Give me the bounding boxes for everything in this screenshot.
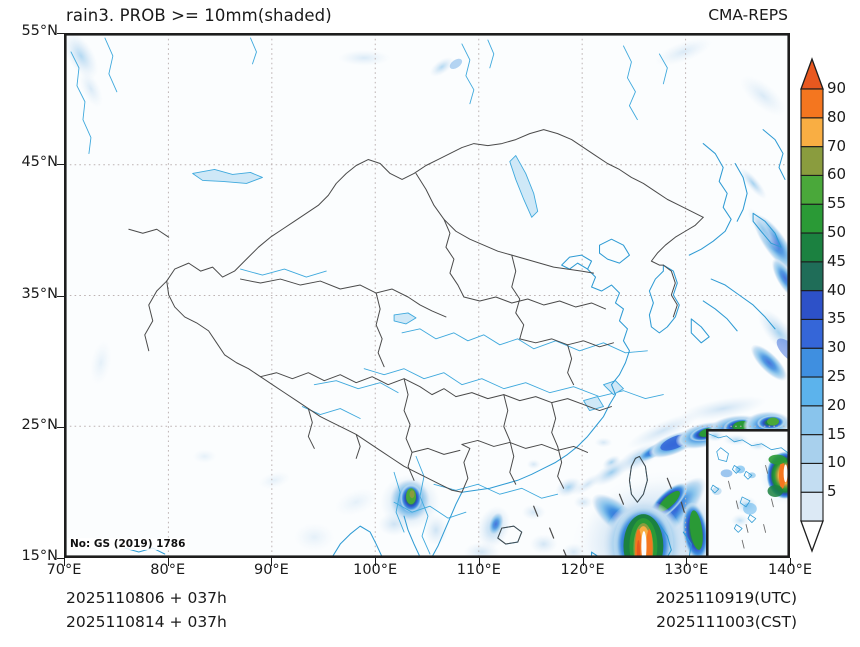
hydrography-layer [70,37,668,555]
ytick-mark [57,426,65,428]
colorbar-label-90: 90 [827,79,847,97]
xtick-label-120°E: 120°E [560,562,605,578]
administrative-borders [128,129,704,545]
xtick-mark [375,558,377,566]
map-canvas [65,34,789,557]
colorbar-swatch-80 [800,117,824,148]
xtick-mark [64,558,65,566]
footer-valid-time-cst: 2025111003(CST) [656,613,797,631]
colorbar-swatch-55 [800,203,824,234]
xtick-label-140°E: 140°E [767,562,813,578]
ytick-mark [57,558,65,559]
ytick-label-55°N: 55°N [21,23,58,39]
colorbar-label-45: 45 [827,251,847,270]
colorbar-label-20: 20 [827,395,847,414]
map-gridlines [65,34,789,557]
ytick-label-25°N: 25°N [21,416,58,433]
xtick-label-70°E: 70°E [46,562,82,578]
colorbar-label-50: 50 [827,223,847,241]
colorbar-canvas [800,57,824,553]
colorbar-label-10: 10 [827,453,847,472]
inset-map-panel[interactable] [706,429,790,558]
ytick-mark [57,295,65,297]
colorbar-swatch-25 [800,376,824,407]
colorbar-label-5: 5 [827,482,837,501]
xtick-mark [686,558,688,566]
coastline-layer [124,129,786,557]
map-credit-label: No: GS (2019) 1786 [68,538,188,550]
colorbar-swatch-40 [800,290,824,320]
page-title: rain3. PROB >= 10mm(shaded) [66,6,332,25]
footer-init-time-cst: 2025110814 + 037h [66,613,227,631]
colorbar-over-arrow [800,57,824,90]
xtick-label-110°E: 110°E [456,562,501,578]
xtick-mark [582,558,584,566]
inset-boundary-dashes [728,464,774,549]
xtick-label-130°E: 130°E [664,562,709,578]
colorbar-swatches [800,57,824,553]
colorbar-swatch-70 [800,146,824,176]
ytick-label-35°N: 35°N [21,285,58,302]
colorbar-label-55: 55 [827,194,847,213]
colorbar-label-15: 15 [827,424,847,443]
colorbar-label-35: 35 [827,309,847,328]
model-label: CMA-REPS [708,6,788,24]
xtick-label-90°E: 90°E [253,562,289,578]
south-china-cell [378,474,448,547]
colorbar[interactable] [800,57,824,553]
colorbar-swatch-15 [800,434,824,464]
ytick-label-45°N: 45°N [21,154,58,171]
colorbar-label-40: 40 [827,280,847,299]
xtick-mark [790,558,791,566]
colorbar-swatch-35 [800,318,824,349]
probability-shading [65,34,789,557]
ytick-mark [57,164,65,166]
colorbar-swatch-60 [800,174,824,205]
ytick-mark [57,33,65,34]
xtick-mark [478,558,480,566]
footer-init-time-utc: 2025110806 + 037h [66,589,227,607]
colorbar-label-25: 25 [827,367,847,385]
inset-probability-shading [707,430,789,528]
colorbar-swatch-45 [800,261,824,292]
colorbar-swatch-30 [800,347,824,378]
typhoon-primary [571,470,740,557]
colorbar-swatch-20 [800,405,824,436]
colorbar-swatch-90 [800,88,824,119]
colorbar-label-30: 30 [827,338,847,357]
colorbar-label-60: 60 [827,165,847,184]
xtick-mark [167,558,169,566]
xtick-mark [271,558,273,566]
footer-valid-time-utc: 2025110919(UTC) [655,589,797,607]
colorbar-under-arrow [800,520,824,553]
colorbar-label-80: 80 [827,107,847,126]
colorbar-label-70: 70 [827,136,847,155]
ytick-label-15°N: 15°N [21,548,58,564]
xtick-label-80°E: 80°E [150,562,186,578]
xtick-label-100°E: 100°E [353,562,398,578]
colorbar-swatch-5 [800,491,824,522]
map-panel[interactable] [64,33,790,558]
colorbar-swatch-10 [800,462,824,493]
colorbar-swatch-50 [800,232,824,263]
inset-coastline [708,433,789,533]
inset-map-canvas [707,430,789,557]
